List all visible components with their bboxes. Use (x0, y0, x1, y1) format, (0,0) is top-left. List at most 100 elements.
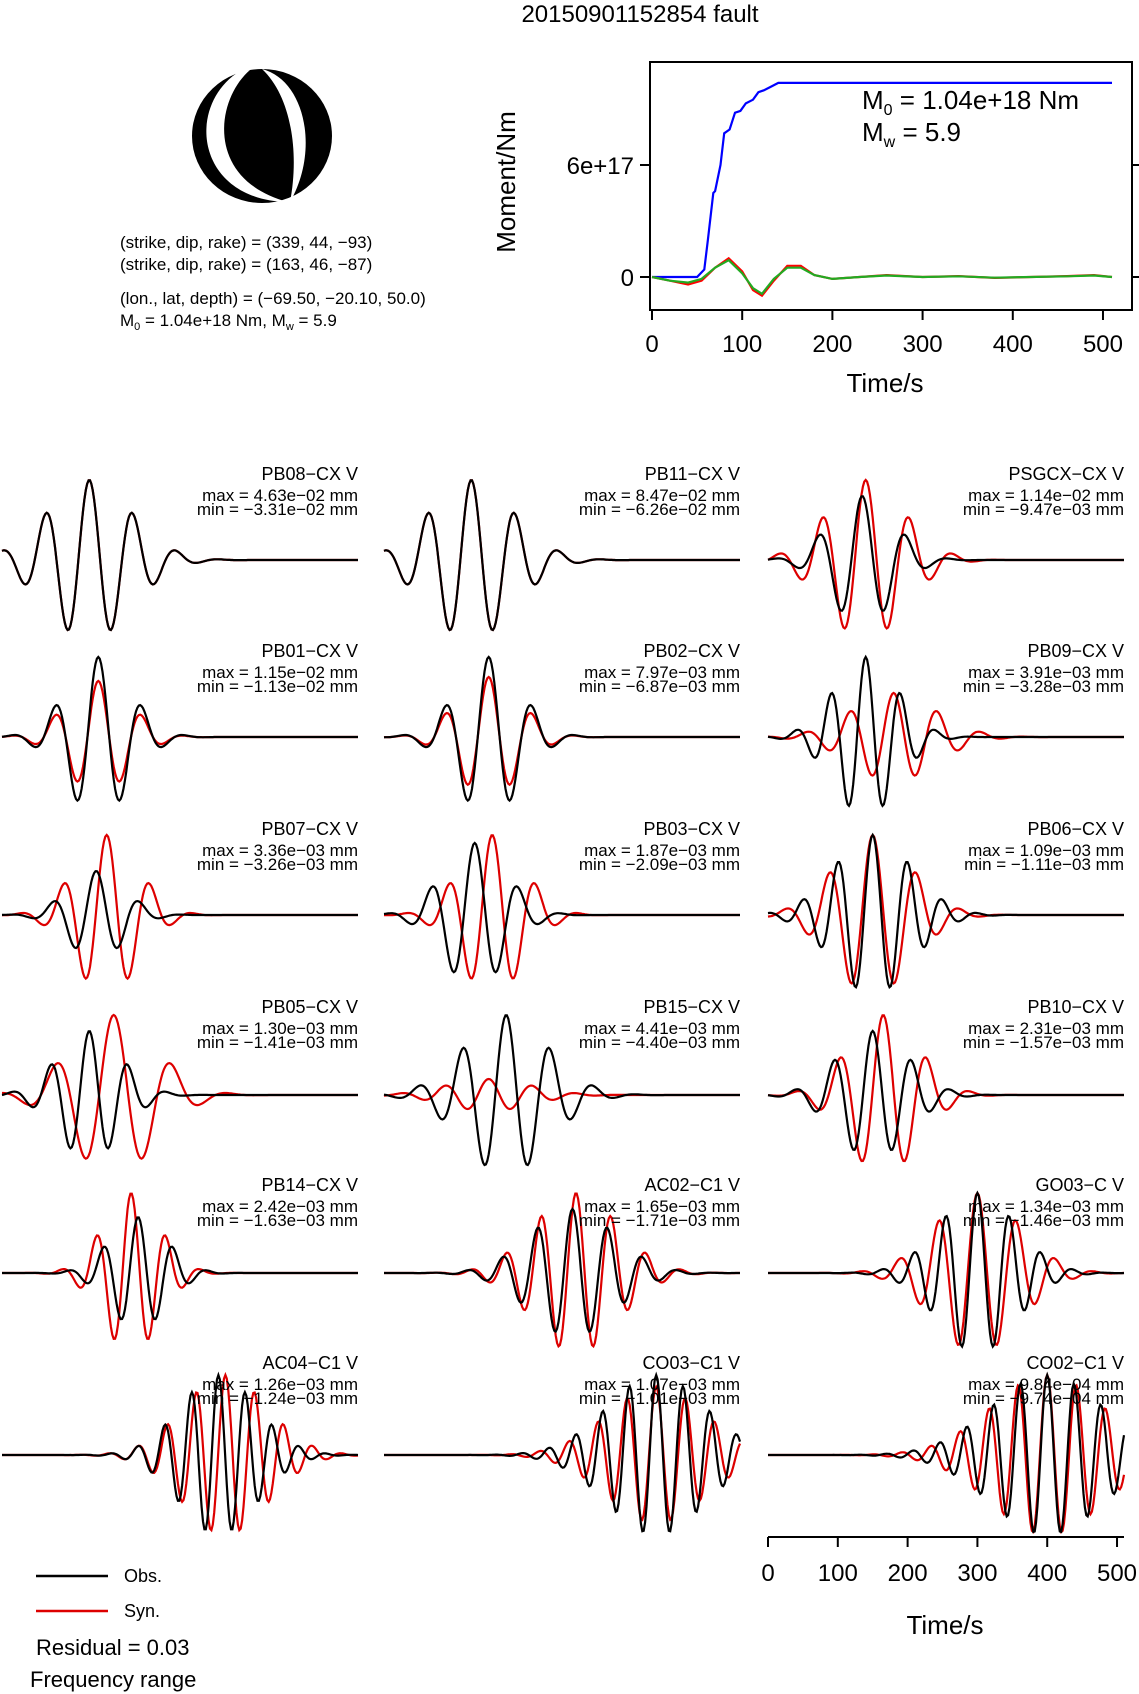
mechanism-line-3: (lon., lat, depth) = (−69.50, −20.10, 50… (120, 289, 426, 308)
moment-series-0 (652, 81, 1112, 279)
station-name: PB05−CX V (261, 997, 358, 1017)
station-min: min = −1.13e−02 mm (197, 677, 358, 696)
station-min: min = −1.41e−03 mm (197, 1033, 358, 1052)
residual-label: Residual = 0.03 (36, 1635, 190, 1660)
figure-title: 20150901152854 fault (521, 1, 758, 28)
observed-trace (767, 654, 1124, 808)
moment-xtick-label: 200 (812, 331, 852, 358)
moment-xtick-label: 0 (645, 331, 658, 358)
station-max: max = 2.42e−03 mm (202, 1197, 358, 1216)
waveform-time-axis: 0 100 200 300 400 500 (761, 1536, 1137, 1587)
observed-trace (384, 1207, 740, 1334)
observed-trace (1, 655, 358, 803)
station-max: max = 1.26e−03 mm (202, 1375, 358, 1394)
station-max: max = 4.63e−02 mm (202, 486, 358, 505)
moment-xtick-label: 500 (1083, 331, 1123, 358)
station-name: AC02−C1 V (644, 1175, 740, 1195)
waveform-xtick-label: 0 (761, 1560, 774, 1587)
waveform-xtick-label: 100 (818, 1560, 858, 1587)
frequency-range-label: Frequency range (30, 1667, 196, 1692)
station-max: max = 2.31e−03 mm (968, 1019, 1124, 1038)
station-max: max = 1.14e−02 mm (968, 486, 1124, 505)
mechanism-line-1: (strike, dip, rake) = (339, 44, −93) (120, 233, 372, 252)
station-min: min = −9.47e−03 mm (963, 500, 1124, 519)
waveform-xlabel: Time/s (906, 1610, 983, 1640)
moment-ylabel: Moment/Nm (491, 111, 521, 253)
station-min: min = −6.87e−03 mm (579, 677, 740, 696)
waveform-xtick-label: 500 (1097, 1560, 1137, 1587)
station-name: PB02−CX V (643, 641, 740, 661)
moment-series-2 (651, 258, 1113, 296)
legend-syn-label: Syn. (124, 1601, 160, 1621)
station-max: max = 1.87e−03 mm (584, 841, 740, 860)
station-min: min = −2.09e−03 mm (579, 855, 740, 874)
waveform-xtick-label: 400 (1027, 1560, 1067, 1587)
observed-trace (2, 870, 358, 950)
station-name: PB07−CX V (261, 819, 358, 839)
observed-trace (383, 655, 740, 803)
station-max: max = 3.36e−03 mm (202, 841, 358, 860)
station-min: min = −1.24e−03 mm (197, 1389, 358, 1408)
station-max: max = 1.09e−03 mm (968, 841, 1124, 860)
observed-trace (1, 1030, 358, 1150)
synthetic-trace (767, 691, 1124, 777)
waveform-xtick-label: 300 (957, 1560, 997, 1587)
mechanism-line-2: (strike, dip, rake) = (163, 46, −87) (120, 255, 372, 274)
station-min: min = −1.71e−03 mm (579, 1211, 740, 1230)
observed-trace (768, 1371, 1126, 1534)
station-min: min = −9.74e−04 mm (963, 1389, 1124, 1408)
station-name: PB14−CX V (261, 1175, 358, 1195)
station-min: min = −3.31e−02 mm (197, 500, 358, 519)
station-min: min = −3.28e−03 mm (963, 677, 1124, 696)
station-min: min = −1.46e−03 mm (963, 1211, 1124, 1230)
station-name: GO03−C V (1035, 1175, 1124, 1195)
station-min: min = −4.40e−03 mm (579, 1033, 740, 1052)
waveform-xtick-label: 200 (888, 1560, 928, 1587)
station-max: max = 1.15e−02 mm (202, 663, 358, 682)
synthetic-trace (1, 679, 358, 783)
mechanism-line-4: M0 = 1.04e+18 Nm, Mw = 5.9 (120, 311, 337, 333)
station-name: CO02−C1 V (1026, 1353, 1124, 1373)
observed-trace (383, 1014, 740, 1167)
station-min: min = −3.26e−03 mm (197, 855, 358, 874)
mw-annotation: Mw = 5.9 (862, 117, 961, 151)
station-max: max = 1.34e−03 mm (968, 1197, 1124, 1216)
station-min: min = −1.63e−03 mm (197, 1211, 358, 1230)
station-max: max = 9.84e−04 mm (968, 1375, 1124, 1394)
station-name: PB10−CX V (1027, 997, 1124, 1017)
observed-trace (767, 495, 1124, 612)
station-name: PB15−CX V (643, 997, 740, 1017)
station-min: min = −1.11e−03 mm (964, 855, 1124, 874)
observed-trace (767, 832, 1124, 990)
station-name: PB11−CX V (645, 464, 740, 484)
moment-ytick-label: 0 (621, 265, 634, 292)
station-name: AC04−C1 V (262, 1353, 358, 1373)
station-max: max = 1.30e−03 mm (202, 1019, 358, 1038)
observed-trace (768, 1190, 1125, 1349)
station-min: min = −6.26e−02 mm (579, 500, 740, 519)
moment-xtick-label: 300 (903, 331, 943, 358)
station-name: CO03−C1 V (642, 1353, 740, 1373)
observed-trace (2, 1216, 358, 1321)
observed-trace (383, 479, 740, 632)
station-name: PB03−CX V (643, 819, 740, 839)
legend: Obs. Syn. (36, 1566, 162, 1621)
station-max: max = 1.07e−03 mm (584, 1375, 740, 1394)
station-max: max = 3.91e−03 mm (968, 663, 1124, 682)
station-name: PB01−CX V (261, 641, 358, 661)
